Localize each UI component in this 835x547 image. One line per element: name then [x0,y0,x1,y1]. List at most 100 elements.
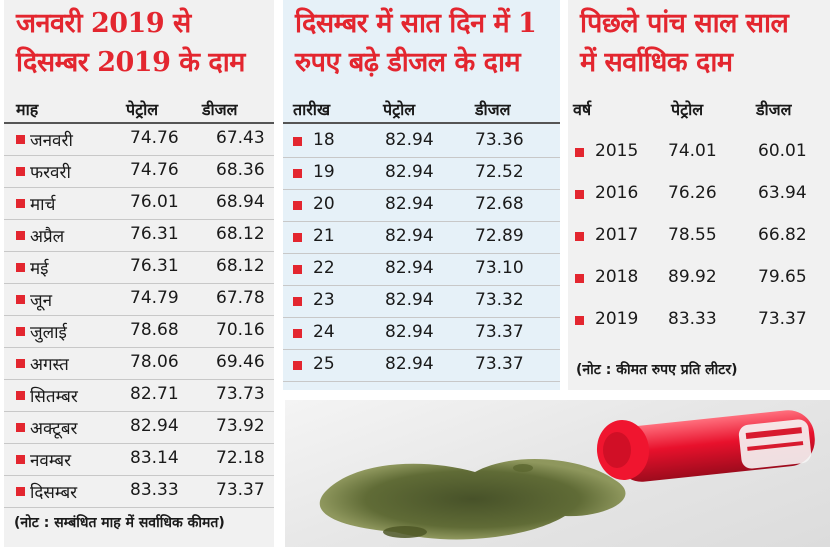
cell-label: 2018 [595,267,639,287]
table-row: 2016 76.26 63.94 [568,179,830,211]
cell-petrol: 76.01 [130,192,179,212]
cell-label: सितम्बर [30,387,78,407]
table-header: वर्ष पेट्रोल डीजल [573,100,792,119]
bullet-square-icon [293,169,302,178]
table-row: 25 82.94 73.37 [283,350,560,382]
yearly-highest-panel: पिछले पांच साल साल में सर्वाधिक दाम वर्ष… [568,0,830,390]
table-row: फरवरी 74.76 68.36 [4,156,274,188]
cell-petrol: 89.92 [668,267,717,287]
table-row: अप्रैल 76.31 68.12 [4,220,274,252]
cell-diesel: 68.12 [216,256,265,276]
cell-label: 21 [313,226,335,246]
cell-diesel: 68.36 [216,160,265,180]
cell-petrol: 74.79 [130,288,179,308]
table-row: 18 82.94 73.36 [283,126,560,158]
table-header: तारीख पेट्रोल डीजल [283,92,560,124]
table-row: नवम्बर 83.14 72.18 [4,444,274,476]
cell-label: मार्च [30,195,56,215]
cell-petrol: 82.94 [130,416,179,436]
bullet-square-icon [16,135,25,144]
yearly-highest-title: पिछले पांच साल साल में सर्वाधिक दाम [580,8,789,78]
table-row: जुलाई 78.68 70.16 [4,316,274,348]
cell-label: दिसम्बर [30,483,78,503]
cell-label: अप्रैल [30,227,65,247]
bullet-square-icon [575,232,584,241]
bullet-square-icon [16,359,25,368]
cell-diesel: 70.16 [216,320,265,340]
table-row: 2019 83.33 73.37 [568,305,830,337]
table-row: 2015 74.01 60.01 [568,137,830,169]
cell-label: अक्टूबर [30,419,78,439]
cell-diesel: 68.94 [216,192,265,212]
cell-diesel: 63.94 [758,183,807,203]
cell-diesel: 72.52 [475,162,524,182]
bullet-square-icon [16,231,25,240]
bullet-square-icon [16,199,25,208]
cell-petrol: 78.55 [668,225,717,245]
bullet-square-icon [16,487,25,496]
cell-diesel: 67.43 [216,128,265,148]
cell-petrol: 82.71 [130,384,179,404]
bullet-square-icon [293,297,302,306]
table-row: 24 82.94 73.37 [283,318,560,350]
cell-petrol: 78.68 [130,320,179,340]
bullet-square-icon [16,423,25,432]
bullet-square-icon [16,295,25,304]
cell-diesel: 73.36 [475,130,524,150]
table-row: सितम्बर 82.71 73.73 [4,380,274,412]
cell-diesel: 73.37 [216,480,265,500]
cell-label: 2017 [595,225,639,245]
bullet-square-icon [293,137,302,146]
cell-petrol: 82.94 [385,194,434,214]
table-row: अगस्त 78.06 69.46 [4,348,274,380]
spilled-fuel-can-photo [285,400,830,547]
table-row: 21 82.94 72.89 [283,222,560,254]
cell-diesel: 73.73 [216,384,265,404]
cell-diesel: 72.18 [216,448,265,468]
cell-label: 24 [313,322,335,342]
bullet-square-icon [16,391,25,400]
cell-diesel: 73.10 [475,258,524,278]
cell-petrol: 82.94 [385,130,434,150]
cell-petrol: 74.76 [130,160,179,180]
cell-label: अगस्त [30,355,69,375]
cell-diesel: 73.37 [475,354,524,374]
cell-petrol: 78.06 [130,352,179,372]
cell-label: 2015 [595,141,639,161]
cell-label: जुलाई [30,323,67,343]
bullet-square-icon [16,167,25,176]
table-note: (नोट : कीमत रुपए प्रति लीटर) [576,362,738,378]
cell-petrol: 83.33 [668,309,717,329]
bullet-square-icon [293,329,302,338]
cell-label: नवम्बर [30,451,72,471]
cell-label: 18 [313,130,335,150]
cell-petrol: 76.31 [130,256,179,276]
cell-label: फरवरी [30,163,71,183]
table-row: 20 82.94 72.68 [283,190,560,222]
december-daily-title: दिसम्बर में सात दिन में 1 रुपए बढ़े डीजल… [295,8,537,78]
bullet-square-icon [16,455,25,464]
cell-petrol: 82.94 [385,258,434,278]
bullet-square-icon [293,361,302,370]
cell-label: 2019 [595,309,639,329]
cell-label: 19 [313,162,335,182]
cell-petrol: 82.94 [385,354,434,374]
table-header: माह पेट्रोल डीजल [4,92,274,124]
table-row: अक्टूबर 82.94 73.92 [4,412,274,444]
cell-diesel: 73.92 [216,416,265,436]
bullet-square-icon [575,316,584,325]
cell-label: मई [30,259,49,279]
cell-petrol: 83.14 [130,448,179,468]
december-daily-panel: दिसम्बर में सात दिन में 1 रुपए बढ़े डीजल… [283,0,560,390]
cell-label: 23 [313,290,335,310]
cell-diesel: 68.12 [216,224,265,244]
table-note: (नोट : सम्बंधित माह में सर्वाधिक कीमत) [14,515,225,531]
cell-diesel: 73.37 [758,309,807,329]
cell-petrol: 82.94 [385,226,434,246]
table-row: दिसम्बर 83.33 73.37 [4,476,274,508]
fuel-can-illustration [319,410,815,540]
cell-diesel: 73.32 [475,290,524,310]
table-row: जनवरी 74.76 67.43 [4,124,274,156]
bullet-square-icon [293,201,302,210]
table-row: 2018 89.92 79.65 [568,263,830,295]
